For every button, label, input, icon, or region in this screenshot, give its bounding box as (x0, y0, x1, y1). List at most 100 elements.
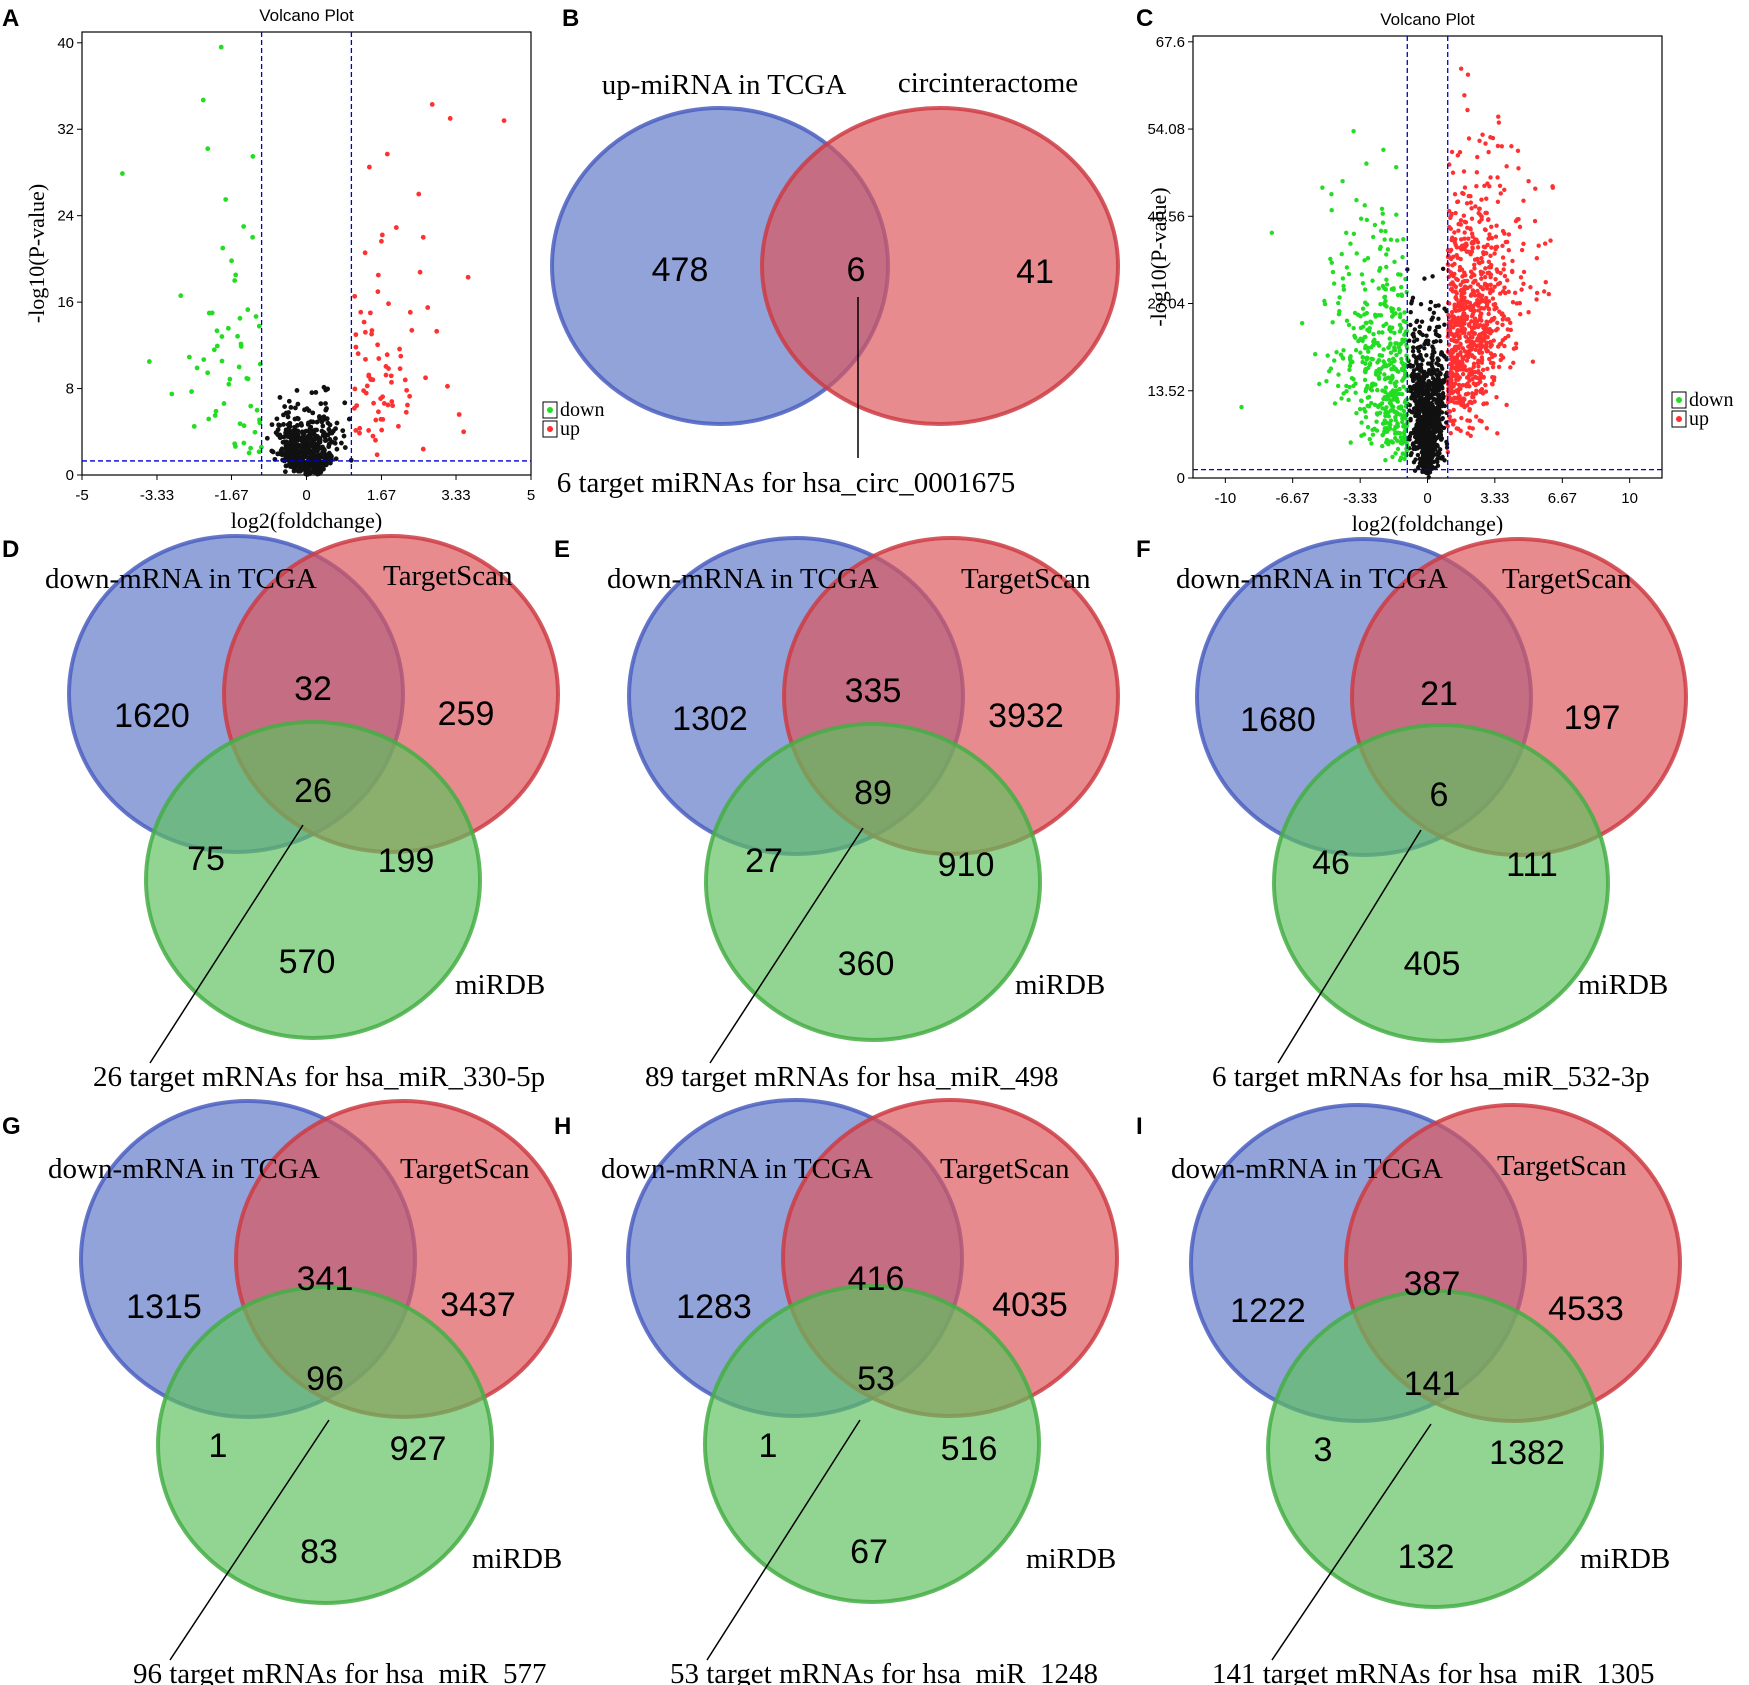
point-up (1483, 295, 1489, 301)
point-down (223, 197, 229, 202)
set-label: down-mRNA in TCGA (1171, 1153, 1443, 1185)
point-up (1485, 242, 1490, 248)
point-up (373, 417, 379, 423)
point-ns (1417, 405, 1422, 410)
point-ns (1417, 324, 1423, 329)
point-up (1479, 214, 1484, 219)
point-down (1403, 276, 1408, 282)
point-up (1543, 279, 1548, 285)
point-up (390, 403, 396, 409)
point-up (1450, 289, 1456, 294)
point-down (1399, 284, 1404, 290)
point-ns (1444, 445, 1450, 450)
point-up (1488, 253, 1493, 259)
point-down (1392, 347, 1398, 353)
point-ns (1436, 453, 1441, 459)
point-up (1533, 186, 1538, 191)
point-up (1475, 297, 1480, 303)
point-up (1460, 371, 1466, 377)
point-up (1484, 286, 1490, 291)
point-up (1457, 335, 1462, 341)
point-up (1469, 206, 1474, 211)
point-down (1370, 234, 1376, 240)
point-down (1380, 388, 1385, 393)
point-down (1362, 258, 1367, 263)
point-down (1370, 278, 1375, 283)
point-ns (299, 443, 304, 448)
set-label: TargetScan (1497, 1150, 1627, 1182)
point-up (1471, 394, 1476, 400)
point-down (1367, 325, 1372, 331)
point-ns (1442, 306, 1447, 311)
panel-label: B (562, 5, 579, 32)
point-down (1394, 352, 1399, 358)
point-up (1470, 354, 1475, 359)
point-up (1504, 402, 1509, 408)
leader-line (149, 824, 304, 1064)
point-ns (320, 423, 326, 429)
point-up (434, 328, 440, 334)
point-ns (1433, 389, 1438, 394)
point-down (245, 307, 251, 313)
point-down (1336, 300, 1341, 306)
leader-line (169, 1419, 330, 1661)
point-up (1516, 166, 1521, 171)
point-up (465, 274, 471, 280)
point-up (1490, 354, 1495, 360)
point-up (1528, 285, 1533, 290)
point-down (232, 441, 238, 447)
point-ns (1435, 383, 1440, 389)
point-down (1395, 272, 1401, 277)
point-up (1448, 215, 1453, 221)
point-ns (1409, 395, 1414, 400)
point-down (1391, 287, 1396, 292)
panel-label: E (554, 536, 570, 563)
point-ns (1417, 431, 1423, 436)
point-ns (1428, 368, 1434, 373)
point-ns (1439, 383, 1444, 389)
point-ns (1434, 380, 1439, 385)
point-down (1392, 409, 1397, 415)
set-label: TargetScan (961, 563, 1091, 595)
legend-label-up: up (560, 418, 580, 440)
point-up (352, 386, 358, 392)
x-tick-label: -6.67 (1276, 490, 1310, 507)
point-down (1372, 222, 1378, 228)
point-up (364, 383, 370, 389)
point-up (1483, 141, 1488, 146)
point-ns (1419, 362, 1424, 367)
point-up (1491, 361, 1496, 366)
point-down (1393, 383, 1398, 389)
point-down (1388, 379, 1393, 385)
point-down (1400, 378, 1405, 383)
y-tick-label: 8 (66, 381, 74, 398)
point-up (357, 430, 362, 436)
point-down (1365, 395, 1371, 400)
venn-caption: 6 target miRNAs for hsa_circ_0001675 (557, 467, 1016, 499)
region-count-only_1: 1680 (1240, 701, 1316, 739)
point-ns (305, 454, 310, 460)
point-down (232, 278, 238, 283)
point-ns (1409, 409, 1415, 415)
point-ns (313, 462, 319, 468)
point-down (1394, 341, 1400, 346)
point-up (1471, 240, 1476, 246)
point-up (1469, 339, 1474, 344)
point-down (1337, 295, 1342, 300)
point-ns (322, 438, 328, 444)
point-up (1462, 364, 1467, 369)
scatter-points (1239, 66, 1556, 480)
point-up (1458, 428, 1463, 433)
point-down (1378, 302, 1383, 307)
point-down (1376, 343, 1382, 348)
region-count-r12: 21 (1420, 675, 1458, 713)
x-tick-label: -3.33 (140, 487, 174, 504)
point-down (1400, 339, 1405, 344)
point-ns (1430, 353, 1435, 359)
point-ns (297, 452, 303, 457)
point-down (1376, 286, 1381, 291)
point-up (355, 351, 361, 357)
point-up (1491, 317, 1496, 322)
point-up (389, 399, 395, 404)
